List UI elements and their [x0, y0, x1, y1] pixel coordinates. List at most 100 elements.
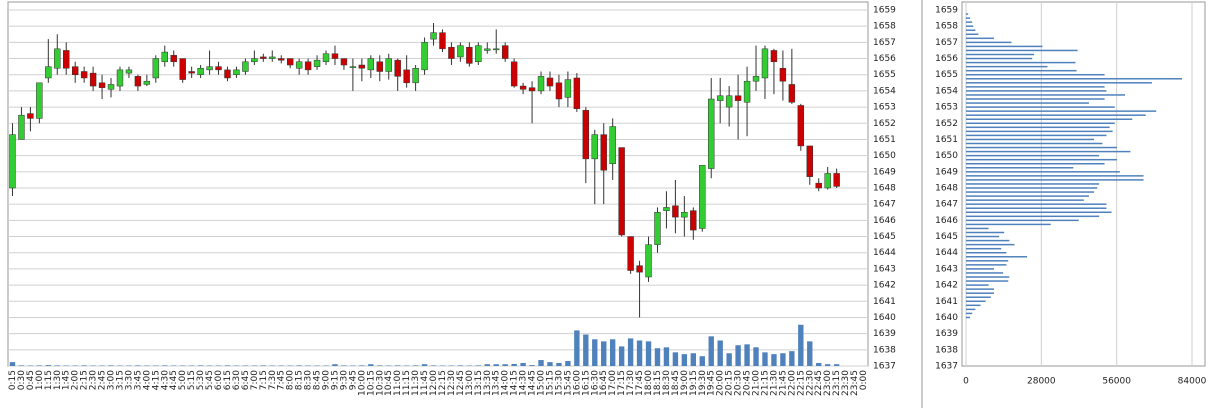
profile-bar — [966, 154, 1100, 157]
profile-bar — [966, 142, 1103, 145]
candle-body — [27, 113, 34, 119]
profile-bar — [966, 223, 1051, 226]
candle-body — [690, 210, 697, 231]
y-tick-label: 1655 — [873, 70, 896, 80]
candle-body — [143, 80, 151, 85]
candle-body — [242, 61, 249, 72]
candle-body — [519, 85, 527, 90]
volume-bar — [135, 365, 141, 366]
y-tick-label: 1656 — [935, 54, 958, 64]
y-tick-label: 1650 — [873, 151, 896, 161]
candle-body — [224, 69, 231, 79]
x-tick-label: 5:30 — [196, 370, 206, 390]
volume-bar — [493, 364, 499, 366]
profile-bar — [966, 243, 1015, 246]
profile-bar — [966, 158, 1117, 161]
x-tick-label: 14:15 — [510, 370, 520, 396]
profile-bar — [966, 316, 971, 319]
profile-bar — [966, 231, 1005, 234]
y-tick-label: 1645 — [873, 232, 896, 242]
candle-body — [600, 134, 607, 171]
profile-bar — [966, 296, 991, 298]
candle-body — [385, 58, 392, 72]
candle-body — [54, 48, 61, 69]
x-tick-label: 1:30 — [53, 370, 63, 390]
candle-body — [457, 45, 464, 58]
candle-body — [286, 58, 294, 66]
candle-body — [116, 69, 124, 87]
profile-bar — [966, 90, 1107, 92]
volume-bar — [332, 364, 338, 366]
candle-body — [125, 69, 133, 74]
profile-bar — [966, 110, 1157, 112]
profile-bar — [966, 235, 1000, 238]
y-tick-label: 1657 — [873, 38, 896, 48]
volume-bar — [9, 362, 16, 366]
x-tick-label: 3:15 — [115, 370, 125, 390]
x-tick-label: 2:30 — [89, 370, 99, 390]
volume-bar — [627, 338, 634, 366]
candle-body — [573, 77, 581, 109]
y-tick-label: 1659 — [873, 6, 896, 16]
x-tick-label: 21:45 — [778, 370, 788, 396]
profile-bar — [966, 102, 1089, 104]
y-tick-label: 1644 — [935, 248, 958, 258]
profile-bar — [966, 162, 1105, 165]
x-tick-label: 8:15 — [295, 370, 305, 390]
x-tick-label: 12:45 — [456, 370, 466, 396]
candle-body — [475, 45, 482, 63]
x-tick-label: 20:15 — [725, 370, 735, 396]
candle-body — [484, 48, 491, 51]
x-tick-label: 15:15 — [545, 370, 555, 396]
candle-body — [251, 58, 258, 63]
x-tick-label: 22:00 — [787, 370, 797, 396]
profile-bar — [966, 195, 1089, 197]
profile-bar — [966, 256, 1028, 258]
x-tick-label: 18:30 — [662, 370, 672, 396]
profile-bar — [966, 118, 1133, 120]
candle-body — [797, 105, 805, 147]
profile-bar — [966, 207, 1107, 209]
volume-bar — [645, 341, 652, 366]
volume-bar — [108, 365, 114, 366]
candle-body — [788, 84, 796, 103]
y-tick-label: 1637 — [873, 362, 896, 372]
candle-body — [161, 51, 168, 63]
y-tick-label: 1651 — [873, 135, 896, 145]
candle-body — [322, 53, 330, 63]
candle-body — [260, 56, 267, 59]
y-tick-label: 1638 — [873, 345, 896, 355]
candle-body — [824, 173, 831, 189]
candle-body — [618, 147, 625, 236]
y-tick-label: 1639 — [935, 329, 958, 339]
x-tick-label: 14:45 — [528, 370, 538, 396]
candle-body — [591, 134, 598, 160]
candle-body — [430, 32, 437, 40]
x-tick-label: 3:45 — [133, 370, 143, 390]
candle-body — [708, 98, 715, 169]
x-tick-label: 23:00 — [823, 370, 833, 396]
candle-body — [645, 244, 652, 278]
candle-body — [63, 50, 70, 69]
volume-bar — [789, 351, 795, 366]
volume-bar — [296, 365, 302, 366]
profile-bar — [966, 61, 1076, 64]
profile-bar — [966, 98, 1105, 100]
y-tick-label: 1659 — [935, 6, 958, 16]
candle-body — [331, 53, 339, 59]
profile-bar — [966, 69, 1077, 72]
x-tick-label: 16:15 — [581, 370, 591, 396]
candle-body — [152, 58, 160, 79]
y-tick-label: 1642 — [873, 281, 896, 291]
x-tick-label: 1:15 — [44, 370, 54, 390]
profile-bar — [966, 280, 1009, 282]
y-tick-label: 1647 — [935, 200, 958, 210]
plot-area — [961, 1, 1206, 367]
profile-bar — [966, 191, 1095, 193]
volume-bar — [224, 365, 231, 366]
x-tick-label: 8:00 — [286, 370, 296, 390]
candle-body — [815, 182, 822, 189]
x-tick-label: 10:30 — [375, 370, 385, 396]
x-tick-label: 6:45 — [241, 370, 251, 390]
profile-bar — [966, 106, 1115, 108]
